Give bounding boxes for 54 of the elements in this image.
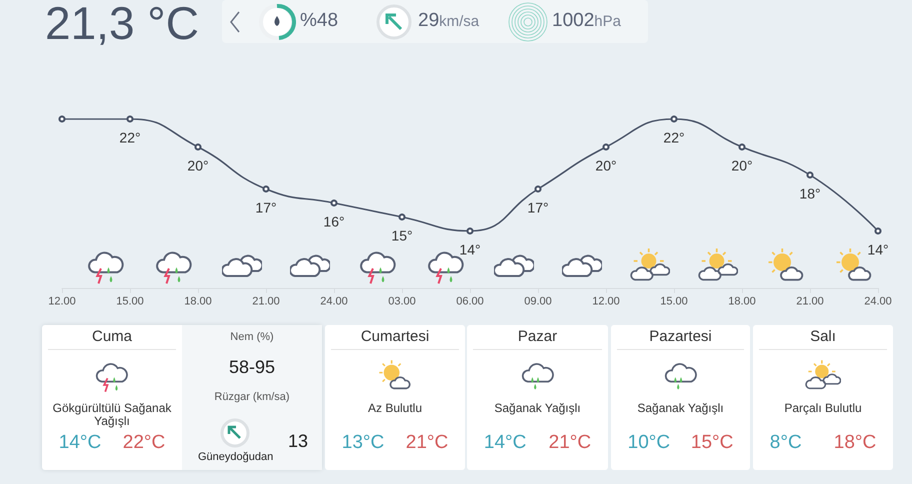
text: 29km/sa [418, 10, 480, 31]
x-tick-label: 24.00 [320, 296, 348, 308]
data-label: 14° [459, 242, 481, 258]
text: Sağanak Yağışlı [493, 401, 582, 415]
x-tick-label: 12.00 [592, 296, 620, 308]
text: 22°C [122, 432, 166, 454]
text: 1002hPa [552, 10, 621, 31]
data-label: 14° [867, 242, 889, 258]
text: 21,3 °C [45, 0, 199, 50]
x-tick-label: 24.00 [864, 296, 892, 308]
text: Pazar [473, 325, 602, 350]
data-label: 17° [527, 200, 549, 216]
text: 13 [288, 431, 308, 452]
x-tick-label: 12.00 [48, 296, 76, 308]
x-tick-label: 21.00 [796, 296, 824, 308]
text: 21°C [548, 432, 592, 454]
text: 10°C [628, 432, 670, 454]
data-label: 22° [663, 130, 685, 146]
text: Gökgürültülü Sağanak Yağışlı [52, 401, 172, 428]
data-label: 16° [323, 214, 345, 230]
data-label: 17° [255, 200, 277, 216]
text: Cuma [48, 325, 176, 350]
data-label: 20° [731, 158, 753, 174]
data-label: 20° [187, 158, 209, 174]
text: Salı [759, 325, 887, 350]
x-tick-label: 03.00 [388, 296, 416, 308]
data-label: 18° [799, 186, 821, 202]
text: 18°C [834, 432, 876, 454]
text: 14°C [58, 432, 102, 454]
x-tick-label: 15.00 [116, 296, 144, 308]
text: 13°C [342, 432, 384, 454]
x-tick-label: 18.00 [728, 296, 756, 308]
text: Parçalı Bulutlu [783, 401, 863, 415]
x-tick-label: 15.00 [660, 296, 688, 308]
data-label: 15° [391, 228, 413, 244]
text: Güneydoğudan [198, 451, 274, 463]
x-tick-label: 21.00 [252, 296, 280, 308]
text: Rüzgar (km/sa) [213, 391, 291, 403]
text: %48 [300, 10, 338, 31]
text: 14°C [484, 432, 526, 454]
x-tick-label: 18.00 [184, 296, 212, 308]
text: 15°C [690, 432, 734, 454]
text: 8°C [770, 432, 802, 454]
text: 58-95 [228, 357, 276, 378]
text: Nem (%) [229, 331, 275, 343]
text: Cumartesi [331, 325, 459, 350]
text: Pazartesi [617, 325, 744, 350]
x-tick-label: 09.00 [524, 296, 552, 308]
text: Sağanak Yağışlı [636, 401, 725, 415]
data-label: 22° [119, 130, 141, 146]
data-label: 20° [595, 158, 617, 174]
text: Az Bulutlu [366, 401, 424, 415]
x-tick-label: 06.00 [456, 296, 484, 308]
text: 21°C [406, 432, 448, 454]
